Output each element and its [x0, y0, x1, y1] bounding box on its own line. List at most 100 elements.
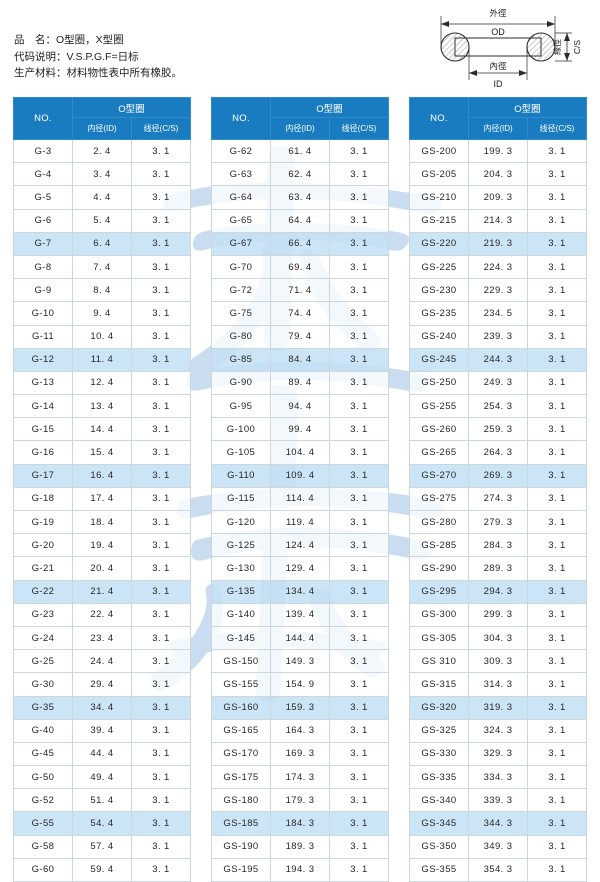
table-row: GS-345 344. 3 3. 1 — [409, 811, 587, 836]
cell-cs: 3. 1 — [329, 440, 389, 465]
cell-cs: 3. 1 — [527, 533, 587, 558]
table-row: GS-340 339. 3 3. 1 — [409, 788, 587, 813]
cell-id: 44. 4 — [72, 741, 132, 767]
cell-id: 154. 9 — [270, 672, 330, 697]
table-row: G-67 66. 4 3. 1 — [211, 231, 389, 256]
cell-cs: 3. 1 — [527, 324, 587, 349]
cell-cs: 3. 1 — [131, 765, 191, 790]
cell-cs: 3. 1 — [527, 440, 587, 465]
cell-cs: 3. 1 — [527, 672, 587, 697]
cell-cs: 3. 1 — [131, 185, 191, 210]
cell-cs: 3. 1 — [329, 765, 389, 790]
table-row: GS-250 249. 3 3. 1 — [409, 370, 587, 396]
table-row: G-22 21. 4 3. 1 — [13, 579, 191, 604]
cell-cs: 3. 1 — [131, 394, 191, 419]
table-row: GS-330 329. 3 3. 1 — [409, 741, 587, 767]
cell-no: GS-190 — [211, 834, 271, 859]
cell-cs: 3. 1 — [329, 579, 389, 604]
cell-no: G-45 — [13, 741, 73, 767]
cell-cs: 3. 1 — [131, 370, 191, 396]
table-row: GS-205 204. 3 3. 1 — [409, 162, 587, 187]
table-row: GS-315 314. 3 3. 1 — [409, 672, 587, 697]
cell-no: GS-250 — [409, 370, 469, 396]
table-row: G-95 94. 4 3. 1 — [211, 394, 389, 419]
cell-no: GS-260 — [409, 417, 469, 442]
cell-no: G-58 — [13, 834, 73, 859]
cell-no: G-135 — [211, 579, 271, 604]
cell-no: G-72 — [211, 278, 271, 303]
cell-no: G-60 — [13, 857, 73, 882]
cell-cs: 3. 1 — [131, 857, 191, 882]
cell-cs: 3. 1 — [329, 695, 389, 720]
cell-id: 7. 4 — [72, 254, 132, 280]
cell-cs: 3. 1 — [329, 602, 389, 627]
table-row: GS-275 274. 3 3. 1 — [409, 486, 587, 512]
cell-id: 254. 3 — [468, 394, 528, 419]
cell-cs: 3. 1 — [329, 254, 389, 280]
cell-no: GS-180 — [211, 788, 271, 813]
cell-no: G-40 — [13, 718, 73, 743]
cell-id: 109. 4 — [270, 463, 330, 488]
cell-id: 314. 3 — [468, 672, 528, 697]
table-row: GS-305 304. 3 3. 1 — [409, 625, 587, 651]
table-row: G-72 71. 4 3. 1 — [211, 278, 389, 303]
cell-no: GS-220 — [409, 231, 469, 256]
cell-no: G-110 — [211, 463, 271, 488]
table-row: G-25 24. 4 3. 1 — [13, 649, 191, 674]
cell-id: 19. 4 — [72, 533, 132, 558]
cell-id: 62. 4 — [270, 162, 330, 187]
cell-no: GS-300 — [409, 602, 469, 627]
cell-id: 14. 4 — [72, 417, 132, 442]
table-body: G-3 2. 4 3. 1 G-4 3. 4 3. 1 G-5 4. 4 3. 1 G-6 5. 4… — [13, 138, 191, 882]
cell-id: 15. 4 — [72, 440, 132, 465]
cell-id: 284. 3 — [468, 533, 528, 558]
cell-id: 49. 4 — [72, 765, 132, 790]
cell-cs: 3. 1 — [329, 324, 389, 349]
spec-line-product: 品 名：O型圈，X型圈 — [14, 32, 182, 49]
cell-id: 344. 3 — [468, 811, 528, 836]
table-row: GS-215 214. 3 3. 1 — [409, 208, 587, 233]
table-row: GS-190 189. 3 3. 1 — [211, 834, 389, 859]
cell-id: 354. 3 — [468, 857, 528, 882]
table-row: GS-185 184. 3 3. 1 — [211, 811, 389, 836]
cell-cs: 3. 1 — [527, 625, 587, 651]
table-body: GS-200 199. 3 3. 1 GS-205 204. 3 3. 1 GS-210 20… — [409, 138, 587, 882]
cell-cs: 3. 1 — [329, 649, 389, 674]
spec-line-material: 生产材料：材料物性表中所有橡胶。 — [14, 65, 182, 82]
table-row: GS-325 324. 3 3. 1 — [409, 718, 587, 743]
cell-id: 299. 3 — [468, 602, 528, 627]
cell-id: 8. 4 — [72, 278, 132, 303]
col-header-cs: 线径(C/S) — [329, 117, 389, 140]
cell-no: GS-345 — [409, 811, 469, 836]
table-row: GS-165 164. 3 3. 1 — [211, 718, 389, 743]
table-row: G-7 6. 4 3. 1 — [13, 231, 191, 256]
table-row: GS-260 259. 3 3. 1 — [409, 417, 587, 442]
table-row: GS-235 234. 5 3. 1 — [409, 301, 587, 326]
table-row: GS-355 354. 3 3. 1 — [409, 857, 587, 882]
cell-cs: 3. 1 — [527, 254, 587, 280]
cell-id: 51. 4 — [72, 788, 132, 813]
cell-cs: 3. 1 — [329, 394, 389, 419]
col-header-no: NO. — [409, 97, 469, 140]
cell-id: 264. 3 — [468, 440, 528, 465]
cell-id: 249. 3 — [468, 370, 528, 396]
cell-cs: 3. 1 — [131, 324, 191, 349]
col-header-cs: 线径(C/S) — [527, 117, 587, 140]
cell-no: G-35 — [13, 695, 73, 720]
cell-no: GS-240 — [409, 324, 469, 349]
col-header-group: O型圈 — [468, 97, 587, 118]
table-row: GS-200 199. 3 3. 1 — [409, 138, 587, 164]
table-row: GS-245 244. 3 3. 1 — [409, 347, 587, 372]
cell-cs: 3. 1 — [527, 231, 587, 256]
table-row: GS-160 159. 3 3. 1 — [211, 695, 389, 720]
table-row: G-75 74. 4 3. 1 — [211, 301, 389, 326]
cell-no: GS-200 — [409, 138, 469, 164]
table-row: G-63 62. 4 3. 1 — [211, 162, 389, 187]
table-row: G-5 4. 4 3. 1 — [13, 185, 191, 210]
cell-id: 194. 3 — [270, 857, 330, 882]
cell-no: GS-165 — [211, 718, 271, 743]
cell-id: 294. 3 — [468, 579, 528, 604]
table-row: G-64 63. 4 3. 1 — [211, 185, 389, 210]
cell-id: 54. 4 — [72, 811, 132, 836]
cell-no: G-67 — [211, 231, 271, 256]
